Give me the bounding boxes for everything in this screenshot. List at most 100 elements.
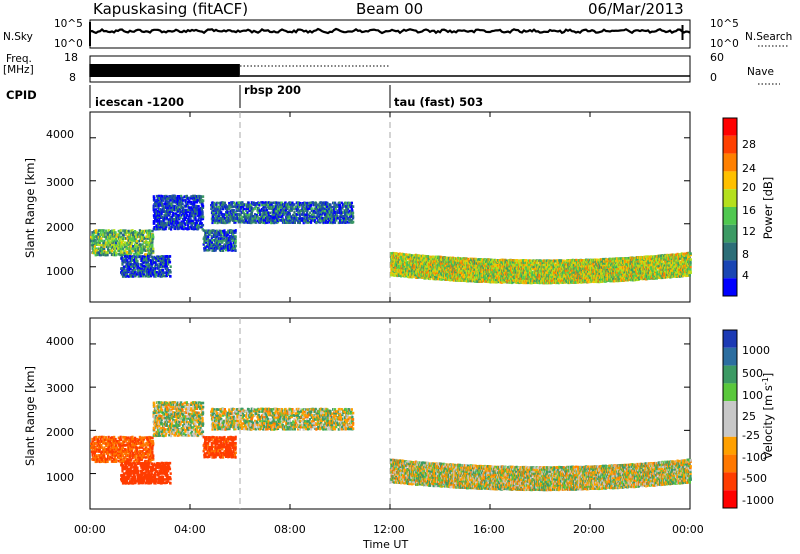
noise-sky-trace: [90, 29, 690, 33]
power-echo-cell: [156, 271, 158, 274]
power-colorbar-label: Power [dB]: [761, 177, 775, 240]
velocity-colorbar-label: Velocity [m s-1]: [761, 373, 775, 460]
power-echo-cell: [169, 275, 171, 278]
power-echo-cell: [220, 208, 222, 211]
power-echo-cell: [314, 219, 316, 222]
power-echo-cell: [152, 250, 154, 253]
velocity-label-sup: -1: [761, 377, 770, 385]
power-echo-cell: [259, 209, 261, 212]
power-echo-cell: [334, 221, 336, 224]
power-echo-cell: [137, 263, 139, 266]
noise-panel-frame: [90, 20, 690, 48]
power-echo-cell: [136, 260, 138, 263]
power-echo-cell: [151, 244, 153, 247]
power-echo-cell: [263, 219, 265, 222]
power-echo-cell: [146, 236, 148, 239]
power-echo-cell: [162, 269, 164, 272]
power-echo-cell: [98, 244, 100, 247]
power-echo-cell: [339, 204, 341, 207]
power-echo-cell: [115, 252, 117, 255]
power-echo-cell: [300, 213, 302, 216]
power-echo-cell: [150, 230, 152, 233]
power-echo-cell: [202, 195, 204, 198]
velocity-label-main: Velocity [m s: [761, 385, 775, 459]
power-echo-cell: [91, 231, 93, 234]
power-echo-cell: [136, 240, 138, 243]
power-echo-cell: [351, 202, 353, 205]
power-echo-cell: [169, 255, 171, 258]
power-echo-cell: [182, 203, 184, 206]
power-echo-cell: [252, 215, 254, 218]
power-echo-cell: [161, 202, 163, 205]
power-echo-cell: [352, 215, 354, 218]
power-echo-cell: [329, 203, 331, 206]
power-echo-cell: [202, 216, 204, 219]
power-echo-cell: [220, 245, 222, 248]
power-echo-cell: [145, 263, 147, 266]
velocity-label-end: ]: [761, 373, 775, 378]
power-echo-cell: [218, 240, 220, 243]
power-echo-cell: [223, 229, 225, 232]
power-echo-cell: [153, 197, 155, 200]
power-echo-cell: [258, 204, 260, 207]
power-echo-cell: [170, 265, 172, 268]
power-echo-cell: [134, 269, 136, 272]
power-echo-cell: [348, 206, 350, 209]
power-echo-cell: [105, 230, 107, 233]
power-echo-cell: [309, 212, 311, 215]
power-echo-cell: [164, 271, 166, 274]
power-echo-cell: [311, 207, 313, 210]
power-echo-cell: [235, 235, 237, 238]
power-echo-cell: [235, 245, 237, 248]
power-echo-cell: [230, 229, 232, 232]
power-echo-cell: [95, 229, 97, 232]
power-echo-cell: [135, 250, 137, 253]
power-echo-cell: [352, 212, 354, 215]
power-echo-cell: [310, 204, 312, 207]
power-echo-cell: [182, 199, 184, 202]
power-echo-cell: [305, 214, 307, 217]
vel-y-axis-label: Slant Range [km]: [23, 366, 37, 466]
power-echo-cell: [222, 249, 224, 252]
power-echo-cell: [202, 199, 204, 202]
power-echo-cell: [243, 208, 245, 211]
power-echo-cell: [235, 229, 237, 232]
power-echo-cell: [155, 267, 157, 270]
power-echo-cell: [132, 234, 134, 237]
power-echo-cell: [148, 255, 150, 258]
power-echo-cell: [104, 232, 106, 235]
power-echo-cell: [107, 254, 109, 257]
power-echo-layer: [90, 195, 692, 285]
power-echo-cell: [101, 240, 103, 243]
power-echo-cell: [103, 229, 105, 232]
power-echo-cell: [131, 259, 133, 262]
power-echo-cell: [211, 239, 213, 242]
power-echo-cell: [93, 235, 95, 238]
power-echo-cell: [194, 216, 196, 219]
power-echo-cell: [313, 215, 315, 218]
power-echo-cell: [152, 234, 154, 237]
power-echo-cell: [155, 273, 157, 276]
power-echo-cell: [159, 256, 161, 259]
power-echo-cell: [128, 230, 130, 233]
power-echo-cell: [118, 234, 120, 237]
power-echo-cell: [352, 221, 354, 224]
power-echo-cell: [198, 205, 200, 208]
power-echo-cell: [202, 224, 204, 227]
power-echo-cell: [201, 210, 203, 213]
power-echo-cell: [123, 268, 125, 271]
power-echo-cell: [352, 205, 354, 208]
power-echo-cell: [294, 221, 296, 224]
power-echo-cell: [122, 240, 124, 243]
power-echo-cell: [202, 205, 204, 208]
power-echo-cell: [180, 216, 182, 219]
power-echo-cell: [169, 261, 171, 264]
power-echo-cell: [152, 248, 154, 251]
power-y-axis-label: Slant Range [km]: [23, 158, 37, 258]
power-echo-cell: [293, 203, 295, 206]
power-echo-cell: [132, 245, 134, 248]
power-echo-cell: [224, 202, 226, 205]
power-echo-cell: [331, 206, 333, 209]
power-echo-cell: [338, 201, 340, 204]
